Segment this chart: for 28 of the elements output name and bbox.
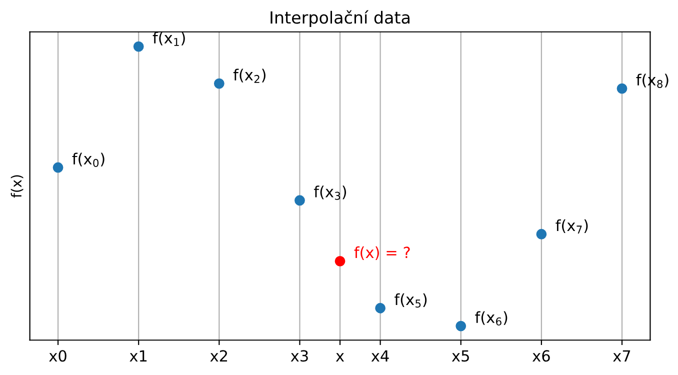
- point: [334, 256, 346, 266]
- x-tick-label: x1: [130, 350, 147, 362]
- point: [294, 195, 305, 206]
- x-tick-label: x2: [210, 350, 228, 362]
- point: [52, 162, 64, 173]
- x-tick-label: x3: [290, 350, 308, 362]
- annotation: f(x$_{7}$): [556, 219, 588, 234]
- annotation: f(x$_{2}$): [233, 68, 266, 83]
- x-tick-label: x4: [371, 350, 389, 362]
- annotation: f(x$_{6}$): [475, 311, 508, 326]
- x-tick-label: x7: [613, 350, 630, 362]
- x-tick-label: x5: [452, 350, 469, 362]
- x-tick-label: x0: [49, 350, 66, 362]
- point: [375, 302, 386, 314]
- point: [456, 320, 466, 332]
- annotation: f(x$_{0}$): [72, 152, 104, 167]
- x-tick-label: x: [336, 353, 344, 362]
- x-tick-label: x6: [532, 350, 550, 362]
- annotation: f(x) = ?: [354, 246, 410, 260]
- point: [536, 228, 547, 240]
- annotation: f(x$_{5}$): [394, 293, 427, 308]
- y-axis-title: f(x): [10, 175, 24, 198]
- point: [133, 41, 144, 52]
- annotation: f(x$_{1}$): [152, 32, 185, 46]
- point: [616, 83, 628, 94]
- annotation: f(x$_{3}$): [314, 186, 346, 200]
- chart-title: Interpolační data: [270, 10, 410, 28]
- point: [214, 78, 224, 89]
